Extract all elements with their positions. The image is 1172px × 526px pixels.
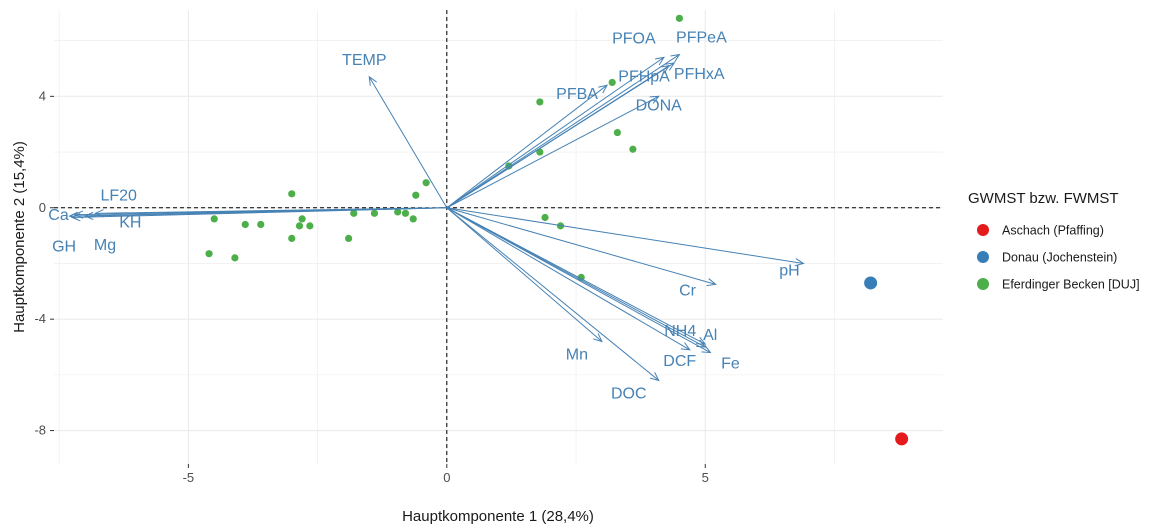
arrow-head: [706, 278, 717, 287]
loading-arrow: [446, 207, 716, 285]
data-point: [370, 209, 379, 217]
arrow-head: [794, 258, 805, 267]
loading-arrows: [68, 53, 805, 382]
x-tick-label: 0: [443, 470, 450, 485]
loading-label: Ca: [48, 207, 69, 224]
legend-title: GWMST bzw. FWMST: [968, 190, 1119, 207]
arrow-head: [649, 372, 660, 382]
reference-lines: [54, 10, 943, 464]
loading-label: Mg: [94, 237, 116, 254]
y-tick-label: -4: [34, 311, 46, 326]
loading-label: Cr: [679, 282, 697, 299]
data-point: [306, 222, 314, 230]
data-point: [288, 234, 296, 242]
loading-label: TEMP: [342, 52, 386, 69]
plot-panel: [54, 10, 943, 464]
loading-label: DONA: [636, 97, 683, 114]
loading-arrow: [446, 207, 603, 342]
legend-key: [977, 224, 989, 236]
loading-label: PFPeA: [676, 30, 727, 47]
data-point: [629, 145, 637, 153]
loading-arrow: [95, 207, 447, 214]
loading-label: LF20: [100, 188, 137, 205]
loading-label: DOC: [611, 385, 647, 402]
loading-label: Al: [703, 327, 717, 344]
x-tick-label: 5: [702, 470, 709, 485]
loading-label: GH: [52, 239, 76, 256]
y-axis-title: Hauptkomponente 2 (15,4%): [11, 141, 28, 333]
data-point: [394, 208, 402, 216]
data-point: [422, 179, 430, 187]
data-point: [895, 432, 909, 446]
legend-label: Donau (Jochenstein): [1002, 251, 1117, 265]
arrow-head: [680, 342, 691, 351]
data-point: [613, 128, 621, 137]
legend-key: [977, 251, 989, 263]
legend-label: Aschach (Pfaffing): [1002, 224, 1104, 238]
data-point: [401, 209, 410, 217]
data-point: [345, 234, 353, 242]
data-point: [241, 220, 249, 229]
loading-label: Mn: [566, 346, 588, 363]
arrow-head: [598, 84, 609, 94]
y-tick-label: 4: [39, 88, 46, 103]
loading-arrow: [368, 76, 448, 209]
loading-label: PFHpA: [618, 69, 670, 86]
loading-label: NH4: [664, 323, 696, 340]
score-points: [205, 14, 909, 446]
data-point: [536, 148, 544, 156]
loading-arrow: [446, 54, 680, 209]
loading-arrow: [446, 207, 804, 264]
arrow-head: [670, 53, 681, 63]
data-point: [295, 222, 304, 230]
loading-arrow: [446, 95, 659, 209]
loading-arrow: [446, 207, 690, 351]
loading-labels: TEMP PFOA PFPeA PFHpA PFHxA PFBA DONA LF20 Ca GH M…: [48, 30, 799, 403]
y-tick-label: -8: [34, 423, 46, 438]
data-point: [536, 98, 544, 106]
data-point: [257, 220, 265, 229]
data-point: [350, 209, 358, 217]
loading-label: PFBA: [556, 86, 598, 103]
data-point: [608, 78, 616, 87]
arrow-head: [649, 95, 660, 104]
loading-arrow: [446, 207, 660, 381]
loading-label: DCF: [663, 353, 696, 370]
legend-label: Eferdinger Becken [DUJ]: [1002, 278, 1140, 292]
data-point: [412, 191, 420, 199]
data-point: [675, 14, 684, 22]
legend: GWMST bzw. FWMST Aschach (Pfaffing) Donau…: [968, 190, 1140, 292]
arrow-head: [94, 209, 104, 218]
data-point: [205, 250, 213, 258]
data-point: [231, 254, 239, 262]
arrow-head: [654, 56, 665, 66]
data-point: [210, 215, 218, 223]
loading-label: PFOA: [612, 30, 656, 47]
axis-ticks: -5 0 5 -8 -4 0 4: [34, 88, 708, 485]
loading-label: KH: [119, 214, 141, 231]
x-tick-label: -5: [183, 470, 195, 485]
data-point: [541, 213, 549, 222]
arrow-head: [368, 75, 377, 86]
arrow-head: [83, 211, 94, 221]
arrow-head: [665, 62, 676, 71]
data-point: [864, 276, 878, 290]
legend-key: [977, 278, 989, 290]
loading-label: pH: [779, 262, 799, 279]
arrow-head: [701, 345, 712, 354]
data-point: [298, 215, 306, 223]
loading-arrow: [446, 207, 711, 354]
arrow-head: [593, 333, 603, 343]
loading-arrow: [446, 84, 608, 209]
loading-label: Fe: [721, 356, 740, 373]
loading-arrow: [446, 62, 675, 209]
y-tick-label: 0: [39, 200, 46, 215]
data-point: [409, 215, 417, 223]
arrow-head: [70, 213, 81, 222]
loading-label: PFHxA: [674, 66, 725, 83]
loading-arrow: [446, 56, 665, 209]
data-point: [288, 190, 296, 198]
x-axis-title: Hauptkomponente 1 (28,4%): [402, 508, 594, 525]
